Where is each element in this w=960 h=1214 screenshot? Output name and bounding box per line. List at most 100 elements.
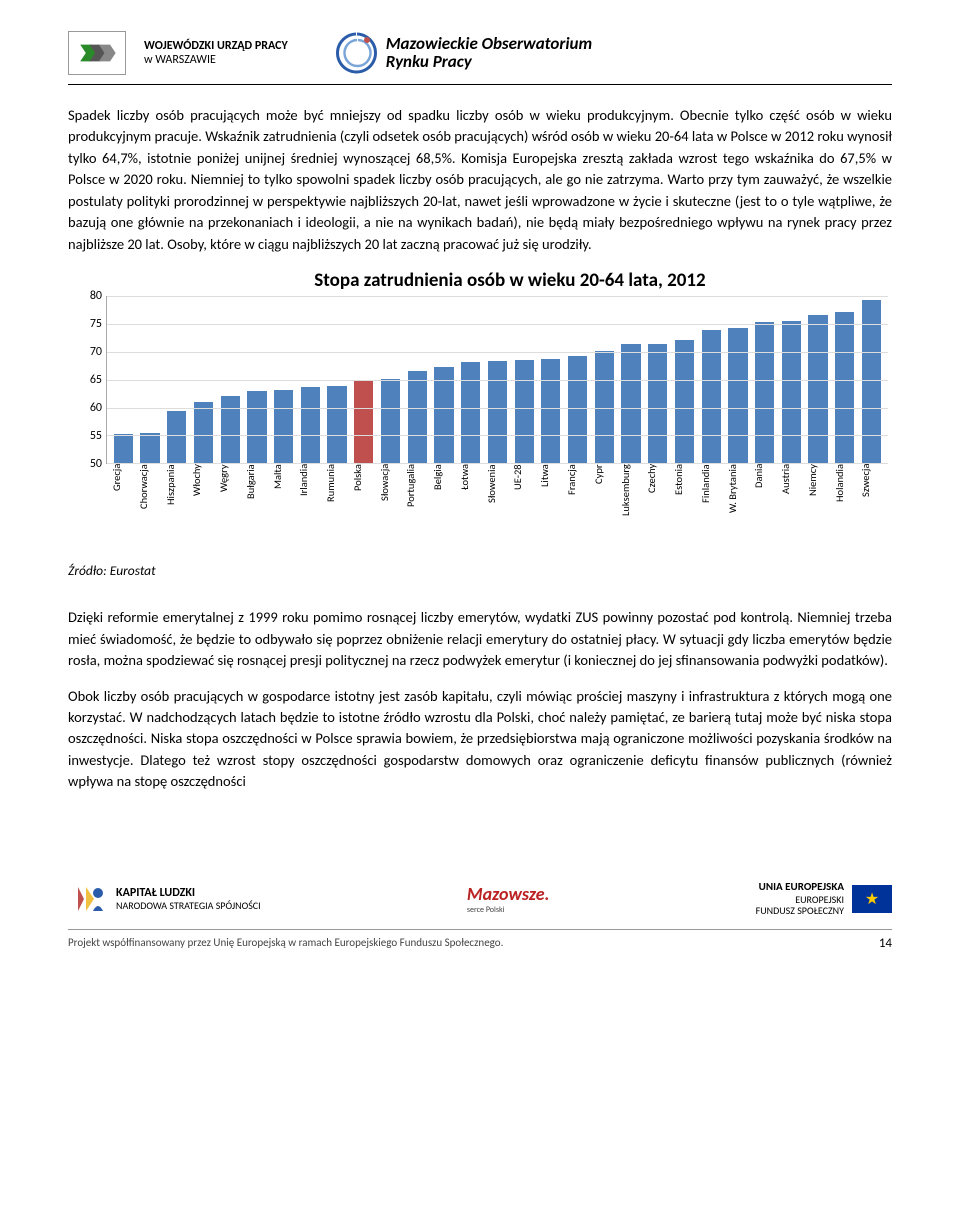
x-tick-label: W. Brytania [726,464,751,542]
kl-bold: KAPITAŁ LUDZKI [116,887,261,900]
x-tick-label: UE-28 [511,464,536,542]
x-tick-label: Portugalia [404,464,429,542]
x-tick-label: Dania [752,464,777,542]
x-tick-label: Francja [565,464,590,542]
paragraph-2: Dzięki reformie emerytalnej z 1999 roku … [68,607,892,671]
x-tick-label: Cypr [592,464,617,542]
x-tick-label: Estonia [672,464,697,542]
bar [488,361,507,463]
employment-chart: Stopa zatrudnienia osób w wieku 20-64 la… [68,269,892,542]
x-tick-label: Litwa [538,464,563,542]
x-tick-label: Irlandia [297,464,322,542]
bar [702,330,721,464]
swirl-icon [334,30,380,76]
x-tick-label: Hiszpania [164,464,189,542]
x-tick-label: Grecja [110,464,135,542]
bar [755,322,774,463]
paragraph-3: Obok liczby osób pracujących w gospodarc… [68,686,892,793]
morp-logo: Mazowieckie Obserwatorium Rynku Pracy [334,30,592,76]
x-tick-label: Węgry [217,464,242,542]
x-tick-label: Finlandia [699,464,724,542]
x-tick-label: Holandia [833,464,858,542]
chart-plot-area: 50556065707580 [106,296,888,464]
bar [835,312,854,463]
footer-line: Projekt współfinansowany przez Unię Euro… [68,929,892,951]
y-axis-labels: 50556065707580 [76,296,102,464]
bar [327,386,346,463]
bar [167,411,186,463]
bar [621,344,640,463]
footer-logos: KAPITAŁ LUDZKI NARODOWA STRATEGIA SPÓJNO… [68,879,892,919]
x-tick-label: Łotwa [458,464,483,542]
x-tick-label: Szwecja [859,464,884,542]
x-tick-label: Malta [271,464,296,542]
x-tick-label: Austria [779,464,804,542]
bar [782,321,801,464]
grid-line [107,296,888,297]
eu-flag-icon: ★ [852,885,892,913]
project-line: Projekt współfinansowany przez Unię Euro… [68,936,503,951]
morp-line2: Rynku Pracy [386,53,592,71]
x-tick-label: Czechy [645,464,670,542]
bar [381,379,400,463]
mazowsze-logo: Mazowsze. serce Polski [467,883,550,915]
bar [808,315,827,464]
bar [461,362,480,463]
paragraph-1: Spadek liczby osób pracujących może być … [68,105,892,255]
x-tick-label: Słowenia [485,464,510,542]
bar [675,340,694,463]
x-tick-label: Słowacja [378,464,403,542]
x-tick-label: Chorwacja [137,464,162,542]
morp-text: Mazowieckie Obserwatorium Rynku Pracy [386,35,592,71]
y-tick-label: 60 [76,401,102,415]
bar [515,360,534,463]
x-tick-label: Luksemburg [619,464,644,542]
chart-source: Źródło: Eurostat [68,562,892,579]
bar [434,367,453,463]
y-tick-label: 70 [76,345,102,359]
bar [221,396,240,463]
bar [140,433,159,463]
y-tick-label: 50 [76,457,102,471]
grid-line [107,352,888,353]
bar [194,402,213,463]
grid-line [107,408,888,409]
wup-line2: w WARSZAWIE [144,53,288,67]
kl-sub: NARODOWA STRATEGIA SPÓJNOŚCI [116,900,261,911]
x-tick-label: Bułgaria [244,464,269,542]
bar [301,387,320,463]
bar [648,344,667,464]
bar [247,391,266,463]
bar [568,356,587,463]
page-number: 14 [879,936,892,951]
eu-logo: UNIA EUROPEJSKA EUROPEJSKI FUNDUSZ SPOŁE… [756,881,892,917]
maz-sub: serce Polski [467,905,550,915]
chart-title: Stopa zatrudnienia osób w wieku 20-64 la… [128,269,892,292]
x-tick-label: Belgia [431,464,456,542]
bar [541,359,560,463]
bar [728,328,747,463]
x-axis-labels: GrecjaChorwacjaHiszpaniaWłochyWęgryBułga… [106,464,888,542]
eu-line3: FUNDUSZ SPOŁECZNY [756,905,844,917]
grid-line [107,380,888,381]
y-tick-label: 80 [76,289,102,303]
grid-line [107,324,888,325]
x-tick-label: Włochy [190,464,215,542]
y-tick-label: 65 [76,373,102,387]
eu-bold: UNIA EUROPEJSKA [756,881,844,894]
y-tick-label: 55 [76,429,102,443]
y-tick-label: 75 [76,317,102,331]
wup-logo-icon [68,31,126,75]
x-tick-label: Polska [351,464,376,542]
maz-text: Mazowsze. [467,883,550,905]
x-tick-label: Niemcy [806,464,831,542]
page-header: WOJEWÓDZKI URZĄD PRACY w WARSZAWIE Mazow… [68,30,892,85]
wup-line1: WOJEWÓDZKI URZĄD PRACY [144,39,288,53]
kl-icon [68,879,108,919]
x-tick-label: Rumunia [324,464,349,542]
bar [408,371,427,463]
bar [114,434,133,464]
chart-plot [106,296,888,464]
bar [274,390,293,463]
bar [354,381,373,463]
